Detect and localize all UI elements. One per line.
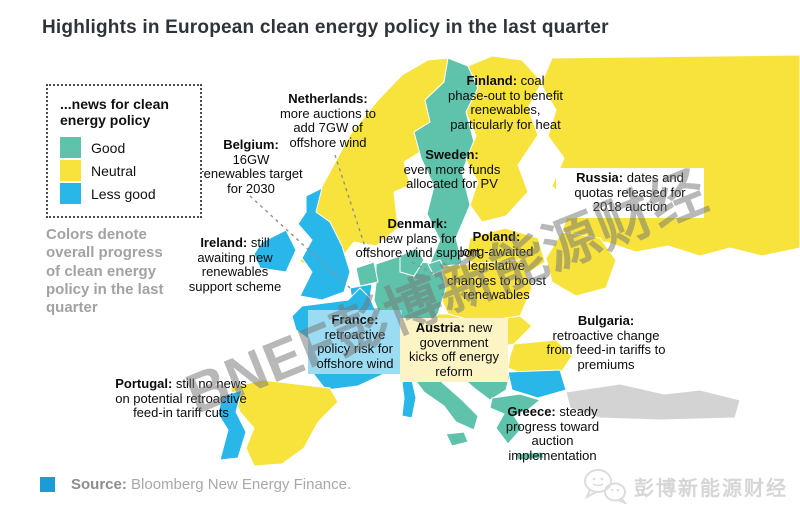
source-line: Source: Bloomberg New Energy Finance. (40, 476, 351, 493)
leader-line-belgium (249, 195, 351, 289)
legend-swatch-less-good (60, 183, 81, 205)
annotation-text: steady progress toward auction implement… (505, 404, 600, 463)
annotation-russia: Russia: dates and quotas released for 20… (556, 168, 704, 218)
annotation-text: still no news on potential retroactive f… (115, 376, 247, 421)
annotation-country-name: Finland: (466, 73, 518, 88)
country-finland (465, 55, 543, 223)
legend-label-less-good: Less good (91, 185, 156, 202)
annotation-country-name: Greece: (507, 404, 556, 419)
annotation-ireland: Ireland: still awaiting new renewables s… (185, 235, 285, 294)
annotation-country-name: Bulgaria: (577, 313, 635, 328)
annotation-country-name: Belgium: (223, 137, 279, 152)
footer-watermark: 彭博新能源财经 (582, 468, 788, 504)
source-value: Bloomberg New Energy Finance. (126, 476, 352, 493)
legend-item-neutral: Neutral (60, 160, 192, 182)
legend-label-neutral: Neutral (91, 162, 137, 179)
country-russia (541, 54, 800, 257)
annotation-text: 16GW renewables target for 2030 (199, 151, 303, 196)
annotation-country-name: Poland: (472, 229, 521, 244)
annotation-text: long-awaited legislative changes to boos… (446, 243, 547, 303)
legend-box: ...news for clean energy policy Good Neu… (46, 84, 202, 219)
country-turkey (565, 383, 741, 421)
annotation-belgium: Belgium: 16GW renewables target for 2030 (198, 137, 304, 196)
annotation-country-name: Ireland: (200, 235, 248, 250)
annotation-portugal: Portugal: still no news on potential ret… (112, 376, 250, 421)
source-label: Source: (71, 476, 127, 493)
footer-watermark-text: 彭博新能源财经 (634, 477, 788, 500)
annotation-sweden: Sweden: even more funds allocated for PV (392, 147, 512, 192)
annotation-text: coal phase-out to benefit renewables, pa… (448, 73, 563, 132)
annotation-text: retroactive change from feed-in tariffs … (546, 327, 666, 372)
annotation-country-name: Netherlands: (288, 91, 368, 106)
source-text: Source: Bloomberg New Energy Finance. (71, 476, 351, 493)
annotation-country-name: Russia: (576, 170, 624, 185)
annotation-text: more auctions to add 7GW of offshore win… (279, 105, 377, 150)
page-title: Highlights in European clean energy poli… (42, 17, 609, 38)
annotation-country-name: France: (331, 312, 379, 327)
annotation-text: new government kicks off energy reform (408, 320, 500, 379)
leader-line-netherlands (334, 154, 371, 263)
legend-title: ...news for clean energy policy (60, 96, 169, 129)
legend-item-good: Good (60, 137, 192, 159)
country-sicily (445, 431, 469, 447)
country-netherlands (355, 261, 379, 287)
annotation-austria: Austria: new government kicks off energy… (400, 318, 508, 383)
annotation-country-name: Austria: (415, 320, 465, 335)
source-bullet-square (40, 477, 55, 492)
legend-item-less-good: Less good (60, 183, 192, 205)
annotation-greece: Greece: steady progress toward auction i… (490, 404, 615, 463)
country-russia-west (545, 231, 617, 297)
annotation-text: dates and quotas released for 2018 aucti… (574, 170, 686, 215)
country-portugal (217, 389, 247, 461)
country-crete (515, 451, 545, 461)
legend-swatch-neutral (60, 160, 81, 182)
country-spain (229, 379, 339, 467)
annotation-text: retroactive policy risk for offshore win… (316, 326, 394, 371)
legend-note: Colors denote overall progress of clean … (46, 226, 164, 317)
annotation-finland: Finland: coal phase-out to benefit renew… (448, 73, 563, 132)
annotation-country-name: Denmark: (387, 216, 448, 231)
wechat-logo-icon (584, 469, 627, 504)
legend-label-good: Good (91, 139, 126, 156)
country-bulgaria (507, 369, 567, 399)
legend-swatch-good (60, 137, 81, 159)
annotation-text: still awaiting new renewables support sc… (188, 235, 282, 294)
annotation-text: new plans for offshore wind support (355, 230, 480, 261)
annotation-country-name: Sweden: (425, 147, 479, 162)
annotation-denmark: Denmark: new plans for offshore wind supp… (355, 216, 480, 261)
annotation-france: France: retroactive policy risk for offsh… (308, 310, 402, 375)
annotation-text: even more funds allocated for PV (403, 161, 501, 192)
country-corsica-sardinia (401, 379, 417, 419)
annotation-poland: Poland: long-awaited legislative changes … (444, 229, 549, 303)
annotation-country-name: Portugal: (115, 376, 173, 391)
country-uk (297, 187, 351, 301)
country-denmark-island (427, 259, 446, 275)
country-greece (489, 393, 542, 445)
annotation-netherlands: Netherlands: more auctions to add 7GW of … (272, 91, 384, 150)
annotation-bulgaria: Bulgaria: retroactive change from feed-in… (545, 313, 667, 372)
